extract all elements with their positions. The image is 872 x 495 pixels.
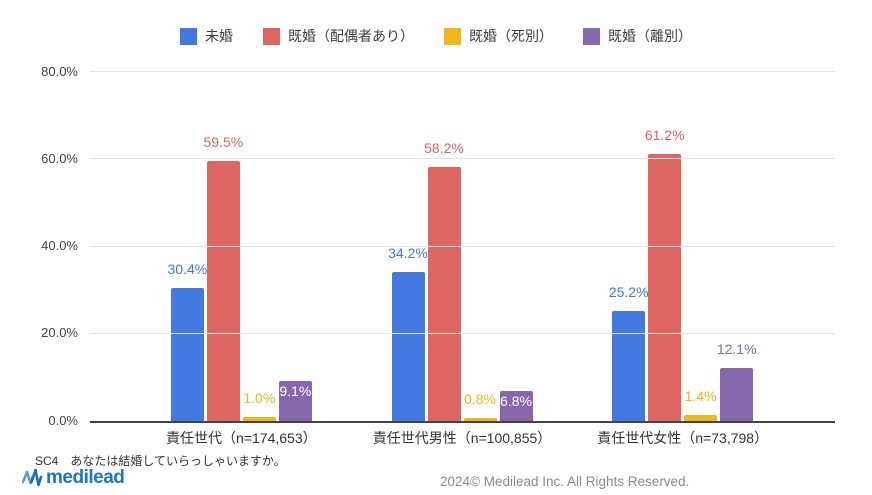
- bar-value-label: 0.8%: [464, 390, 496, 407]
- bar-value-label: 59.5%: [203, 134, 244, 151]
- bar-group: 30.4% 59.5% 1.0% 9.1%: [131, 72, 352, 421]
- bar-group: 34.2% 58.2% 0.8% 6.8%: [352, 72, 573, 421]
- bar-married-spouse: 59.5%: [203, 134, 243, 421]
- bar-value-label: 58.2%: [424, 140, 464, 157]
- medilead-logo: medilead: [22, 467, 125, 489]
- bar-value-label: 30.4%: [167, 261, 208, 278]
- legend-item: 既婚（離別）: [583, 26, 692, 46]
- bar-groups: 30.4% 59.5% 1.0% 9.1% 34.2% 58.2% 0.8% 6.8% 25.2…: [131, 72, 793, 421]
- legend-label: 未婚: [205, 28, 233, 44]
- x-axis-category-label: 責任世代女性（n=73,798）: [597, 430, 769, 446]
- bar-widowed: 1.4%: [684, 388, 718, 421]
- question-footnote: SC4 あなたは結婚していらっしゃいますか。: [35, 454, 286, 468]
- bar-value-label: 12.1%: [716, 341, 757, 358]
- legend-label: 既婚（配偶者あり）: [288, 28, 414, 44]
- legend-swatch: [583, 27, 600, 45]
- bar-group: 25.2% 61.2% 1.4% 12.1%: [572, 72, 793, 421]
- legend-item: 既婚（死別）: [444, 26, 553, 46]
- legend-swatch: [444, 27, 461, 45]
- y-axis-tick-label: 0.0%: [48, 412, 78, 428]
- y-axis-tick-label: 80.0%: [41, 63, 78, 79]
- bar-divorced: 6.8%: [499, 391, 533, 421]
- bar-value-label: 34.2%: [388, 244, 428, 261]
- plot-area: 30.4% 59.5% 1.0% 9.1% 34.2% 58.2% 0.8% 6.8% 25.2…: [41, 64, 835, 428]
- bar-value-label: 6.8%: [500, 393, 532, 410]
- bar-divorced: 12.1%: [717, 341, 757, 421]
- x-axis-category-label: 責任世代男性（n=100,855）: [372, 430, 552, 446]
- legend-item: 未婚: [180, 26, 233, 46]
- bar-married-spouse: 61.2%: [645, 127, 685, 421]
- bar-divorced: 9.1%: [278, 381, 312, 421]
- gridline: [90, 71, 835, 72]
- legend-label: 既婚（死別）: [469, 28, 553, 44]
- y-axis-tick-label: 60.0%: [41, 150, 78, 166]
- logo-wordmark: medilead: [46, 467, 125, 488]
- bar-widowed: 0.8%: [463, 391, 497, 421]
- legend-swatch: [263, 27, 280, 45]
- x-axis-labels: 責任世代（n=174,653） 責任世代男性（n=100,855） 責任世代女性（n…: [131, 428, 793, 448]
- bar-unmarried: 25.2%: [609, 284, 649, 421]
- legend-swatch: [180, 27, 197, 45]
- y-axis-tick-label: 40.0%: [41, 238, 78, 253]
- gridline: [90, 332, 835, 334]
- legend-item: 既婚（配偶者あり）: [263, 26, 414, 46]
- bar-married-spouse: 58.2%: [424, 140, 464, 421]
- bar-value-label: 1.0%: [243, 389, 276, 406]
- bar-value-label: 9.1%: [279, 383, 312, 400]
- copyright-text: 2024© Medilead Inc. All Rights Reserved.: [440, 474, 690, 489]
- gridline: [90, 158, 835, 160]
- bar-unmarried: 30.4%: [167, 261, 207, 421]
- legend-label: 既婚（離別）: [608, 28, 692, 44]
- y-axis-tick-label: 20.0%: [41, 325, 78, 341]
- bar-value-label: 1.4%: [684, 387, 717, 404]
- bar-value-label: 61.2%: [644, 127, 685, 144]
- gridline: [90, 245, 835, 247]
- heartbeat-pulse-icon: [22, 468, 43, 487]
- bar-value-label: 25.2%: [608, 284, 649, 301]
- bar-widowed: 1.0%: [242, 390, 276, 421]
- bar-unmarried: 34.2%: [388, 245, 428, 421]
- legend: 未婚 既婚（配偶者あり） 既婚（死別） 既婚（離別）: [0, 26, 872, 46]
- x-axis-category-label: 責任世代（n=174,653）: [166, 430, 317, 446]
